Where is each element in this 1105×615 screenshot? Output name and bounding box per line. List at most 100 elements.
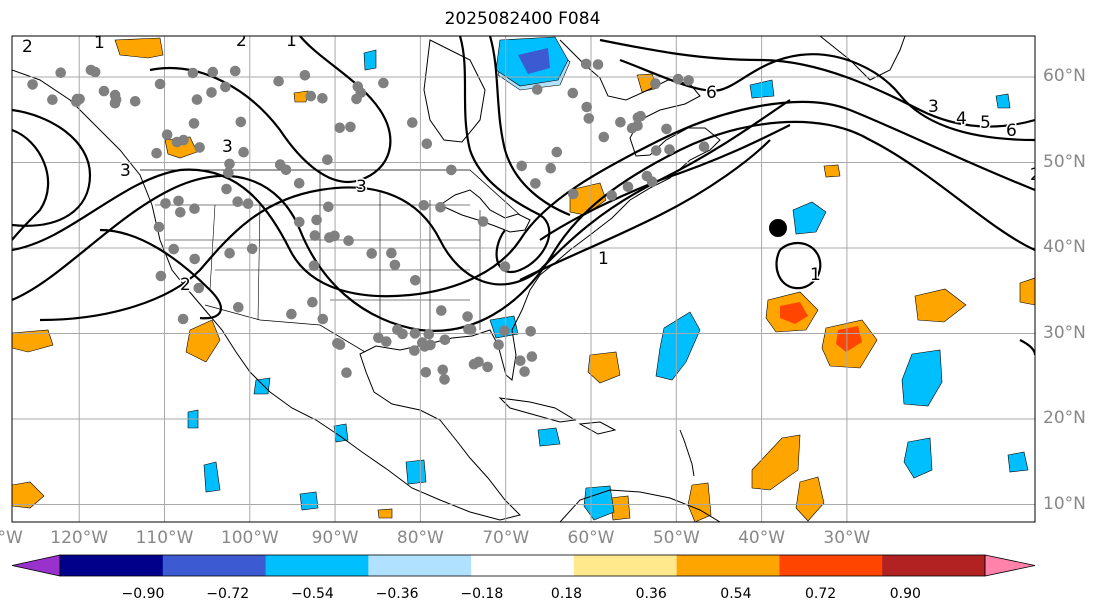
station-marker (516, 160, 527, 172)
station-marker (373, 332, 384, 344)
colorbar-segment (162, 555, 267, 576)
station-marker (324, 232, 335, 243)
longitude-label: 60°W (567, 528, 615, 548)
colorbar-segment (573, 555, 678, 576)
station-marker (420, 367, 432, 378)
negative-anomaly-blob (792, 201, 827, 235)
contour-line (99, 228, 222, 320)
station-marker (232, 196, 243, 207)
station-marker (189, 203, 200, 214)
station-marker (641, 170, 653, 182)
station-marker (233, 302, 244, 313)
station-marker (280, 164, 292, 176)
station-marker (378, 77, 389, 89)
station-marker (193, 282, 205, 294)
station-marker (622, 181, 634, 193)
station-marker (299, 70, 311, 81)
colorbar-tick-label: −0.72 (206, 586, 250, 602)
map-title: 2025082400 F084 (444, 9, 601, 29)
negative-anomaly-blob (995, 93, 1011, 109)
positive-anomaly-blob (795, 476, 825, 522)
contour-label: 4 (956, 109, 967, 129)
station-marker (530, 178, 541, 189)
colorbar-tick-label: 0.72 (805, 586, 837, 602)
colorbar-segment (368, 555, 472, 576)
station-marker (154, 78, 166, 90)
station-marker (409, 328, 421, 339)
station-marker (473, 356, 484, 368)
contour-label: 1 (286, 31, 297, 51)
station-marker (160, 198, 171, 209)
station-marker (439, 334, 451, 346)
positive-anomaly-blob (1019, 277, 1035, 306)
negative-anomaly-blob (537, 427, 561, 447)
station-marker (224, 248, 235, 259)
colorbar-segment (676, 555, 780, 576)
station-marker (410, 275, 421, 286)
station-marker (307, 296, 318, 308)
contour-line (12, 128, 50, 241)
positive-anomaly-blob (751, 434, 801, 491)
positive-anomaly-blob (114, 37, 164, 59)
station-marker (615, 116, 626, 128)
station-marker (462, 311, 473, 322)
station-marker (531, 84, 543, 95)
station-marker (308, 260, 320, 272)
negative-anomaly-blob (1007, 451, 1029, 473)
station-marker (519, 366, 530, 377)
negative-anomaly-blob (518, 48, 550, 74)
station-marker (334, 122, 346, 134)
latitude-label: 40°N (1043, 237, 1086, 257)
contour-line (12, 108, 92, 227)
colorbar-tick-label: −0.90 (121, 586, 165, 602)
colorbar-outline (59, 554, 986, 577)
colorbar-segment (882, 555, 986, 576)
station-marker (683, 75, 694, 86)
station-marker (27, 79, 38, 90)
station-marker (129, 96, 141, 107)
station-marker (235, 116, 247, 128)
station-marker (583, 113, 595, 124)
longitude-label: 120°W (50, 528, 109, 548)
positive-anomaly-blob (823, 164, 841, 178)
station-marker (435, 202, 446, 213)
colorbar-min-extend (11, 554, 61, 577)
contour-label: 2 (236, 31, 247, 51)
lesser-antilles (679, 429, 695, 477)
station-marker (173, 195, 184, 207)
height-contours (12, 36, 1035, 356)
station-marker (439, 374, 450, 385)
station-marker (175, 207, 186, 218)
station-marker (580, 58, 592, 70)
station-marker (421, 138, 433, 150)
contour-line (599, 38, 1035, 128)
station-marker (224, 158, 235, 170)
station-marker (246, 243, 258, 255)
station-marker (187, 67, 199, 79)
positive-anomaly-blob (914, 288, 967, 323)
station-marker (436, 305, 447, 316)
longitude-label: 80°W (396, 528, 444, 548)
station-marker (499, 261, 511, 272)
colorbar-segment (265, 555, 369, 576)
map-frame (11, 35, 1036, 523)
positive-anomaly-blob (687, 482, 712, 522)
station-marker (592, 59, 604, 70)
station-marker (242, 198, 254, 209)
negative-anomaly-blob (655, 311, 701, 381)
station-marker (220, 81, 231, 93)
longitude-label: 100°W (220, 528, 279, 548)
positive-anomaly-blob (293, 90, 309, 103)
negative-anomaly-blob (405, 459, 427, 485)
colorbar-tick-label: 0.90 (889, 586, 921, 602)
station-marker (74, 93, 85, 105)
station-marker (551, 146, 563, 158)
station-markers (27, 58, 710, 385)
station-marker (425, 339, 436, 351)
station-marker (672, 73, 684, 85)
station-marker (366, 248, 378, 259)
station-marker (294, 216, 305, 228)
